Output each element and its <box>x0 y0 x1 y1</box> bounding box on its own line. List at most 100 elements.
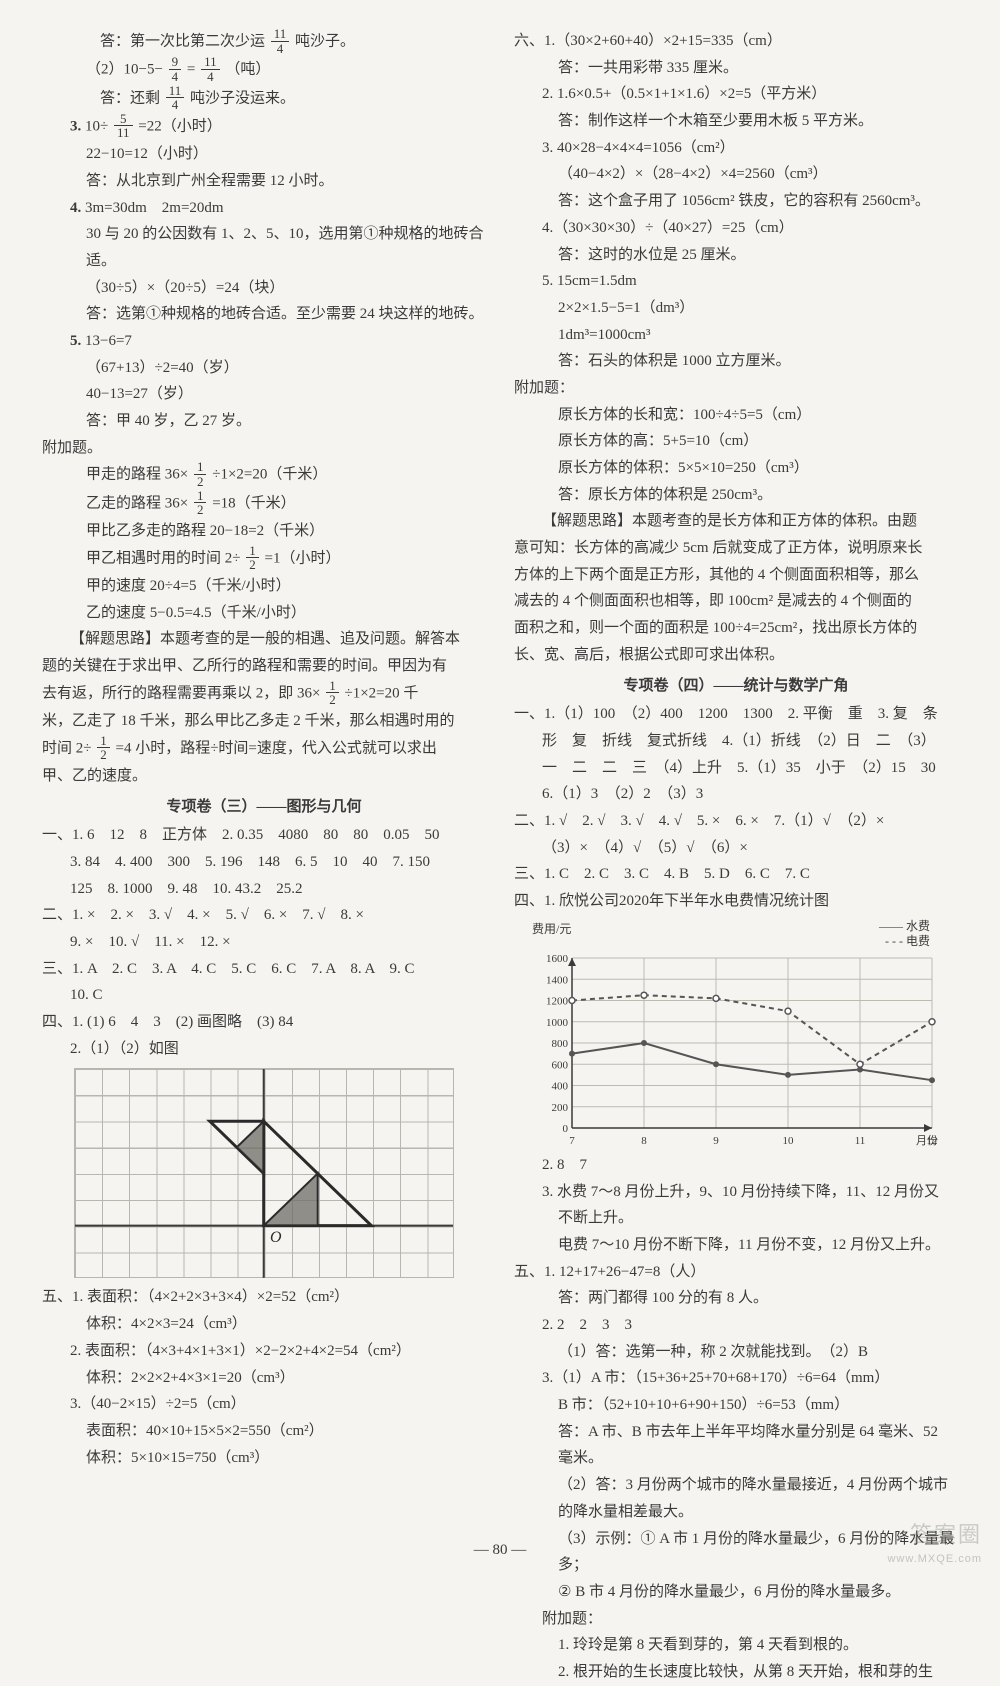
line: 答：这个盒子用了 1056cm² 铁皮，它的容积有 2560cm³。 <box>514 188 958 215</box>
origin-label: O <box>270 1230 282 1247</box>
svg-text:1600: 1600 <box>546 953 569 965</box>
line: 1. 玲玲是第 8 天看到芽的，第 4 天看到根的。 <box>514 1632 958 1659</box>
page-number: — 80 — <box>0 1542 1000 1559</box>
line: 22−10=12（小时） <box>42 141 486 168</box>
line: 甲走的路程 36× 12 ÷1×2=20（千米） <box>42 461 486 489</box>
line: 3. 水费 7～8 月份上升，9、10 月份持续下降，11、12 月份又 <box>514 1179 958 1206</box>
watermark: 答案圈 <box>910 1517 982 1549</box>
line: 30 与 20 的公因数有 1、2、5、10，选用第①种规格的地砖合适。 <box>42 221 486 274</box>
line: 一 二 二 三 （4）上升 5.（1）35 小于 （2）15 30 <box>514 755 958 782</box>
line: 4. 3m=30dm 2m=20dm <box>42 195 486 222</box>
line: 甲比乙多走的路程 20−18=2（千米） <box>42 518 486 545</box>
svg-text:0: 0 <box>563 1123 569 1135</box>
line: 3. 84 4. 400 300 5. 196 148 6. 5 10 40 7… <box>42 849 486 876</box>
line: 3.（1）A 市：（15+36+25+70+68+170）÷6=64（mm） <box>514 1365 958 1392</box>
line: 【解题思路】本题考查的是一般的相遇、追及问题。解答本 <box>42 626 486 653</box>
line: 3. 40×28−4×4×4=1056（cm²） <box>514 135 958 162</box>
line: 【解题思路】本题考查的是长方体和正方体的体积。由题 <box>514 508 958 535</box>
line: 答：第一次比第二次少运 114 吨沙子。 <box>42 28 486 56</box>
svg-text:400: 400 <box>552 1080 569 1092</box>
line: （1）答：选第一种，称 2 次就能找到。 （2）B <box>514 1339 958 1366</box>
svg-text:9: 9 <box>713 1135 719 1147</box>
line: 3.（40−2×15）÷2=5（cm） <box>42 1391 486 1418</box>
line: 答：两门都得 100 分的有 8 人。 <box>514 1285 958 1312</box>
line: 5. 15cm=1.5dm <box>514 268 958 295</box>
line: ② B 市 4 月份的降水量最少，6 月份的降水量最多。 <box>514 1579 958 1606</box>
svg-text:10: 10 <box>783 1135 795 1147</box>
svg-text:1000: 1000 <box>546 1017 569 1029</box>
right-column: 六、1.（30×2+60+40）×2+15=335（cm） 答：一共用彩带 33… <box>514 28 958 1527</box>
line: 6.（1）3 （2）2 （3）3 <box>514 781 958 808</box>
svg-text:600: 600 <box>552 1059 569 1071</box>
line: 毫米。 <box>514 1445 958 1472</box>
line: 五、1. 12+17+26−47=8（人） <box>514 1259 958 1286</box>
left-column: 答：第一次比第二次少运 114 吨沙子。 （2）10−5− 94 = 114 （… <box>42 28 486 1527</box>
line: 体积：5×10×15=750（cm³） <box>42 1445 486 1472</box>
line: 形 复 折线 复式折线 4.（1）折线 （2）日 二 （3） <box>514 728 958 755</box>
line: 二、1. × 2. × 3. √ 4. × 5. √ 6. × 7. √ 8. … <box>42 902 486 929</box>
line: 答：A 市、B 市去年上半年平均降水量分别是 64 毫米、52 <box>514 1419 958 1446</box>
line: 40−13=27（岁） <box>42 381 486 408</box>
svg-text:7: 7 <box>569 1135 575 1147</box>
line: 体积：4×2×3=24（cm³） <box>42 1311 486 1338</box>
svg-text:200: 200 <box>552 1102 569 1114</box>
line: 附加题： <box>514 1606 958 1633</box>
line: 甲的速度 20÷4=5（千米/小时） <box>42 573 486 600</box>
line: （3）× （4）√ （5）√ （6）× <box>514 835 958 862</box>
line: 减去的 4 个侧面面积也相等，即 100cm² 是减去的 4 个侧面的 <box>514 588 958 615</box>
line: 的降水量相差最大。 <box>514 1499 958 1526</box>
grid-figure: O <box>74 1068 454 1278</box>
line: 五、1. 表面积：（4×2+2×3+3×4）×2=52（cm²） <box>42 1284 486 1311</box>
line: B 市：（52+10+10+6+90+150）÷6=53（mm） <box>514 1392 958 1419</box>
line: 三、1. A 2. C 3. A 4. C 5. C 6. C 7. A 8. … <box>42 956 486 983</box>
line: 去有返，所行的路程需要再乘以 2，即 36× 12 ÷1×2=20 千 <box>42 680 486 708</box>
line: 4.（30×30×30）÷（40×27）=25（cm） <box>514 215 958 242</box>
line: 2. 根开始的生长速度比较快，从第 8 天开始，根和芽的生 <box>514 1659 958 1686</box>
line: 附加题： <box>514 375 958 402</box>
line: 不断上升。 <box>514 1205 958 1232</box>
line: 125 8. 1000 9. 48 10. 43.2 25.2 <box>42 876 486 903</box>
line: 答：甲 40 岁，乙 27 岁。 <box>42 408 486 435</box>
line: （2）10−5− 94 = 114 （吨） <box>42 56 486 84</box>
line: 六、1.（30×2+60+40）×2+15=335（cm） <box>514 28 958 55</box>
line: 乙走的路程 36× 12 =18（千米） <box>42 490 486 518</box>
line: 乙的速度 5−0.5=4.5（千米/小时） <box>42 600 486 627</box>
line: 1dm³=1000cm³ <box>514 322 958 349</box>
line: 四、1. (1) 6 4 3 (2) 画图略 (3) 84 <box>42 1009 486 1036</box>
svg-text:8: 8 <box>641 1135 647 1147</box>
line: 3. 10÷ 511 =22（小时） <box>42 113 486 141</box>
line: 答：这时的水位是 25 厘米。 <box>514 242 958 269</box>
line: 2. 1.6×0.5+（0.5×1+1×1.6）×2=5（平方米） <box>514 81 958 108</box>
svg-text:800: 800 <box>552 1038 569 1050</box>
line: 2×2×1.5−5=1（dm³） <box>514 295 958 322</box>
line: 附加题。 <box>42 435 486 462</box>
line: 10. C <box>42 982 486 1009</box>
svg-text:1400: 1400 <box>546 974 569 986</box>
line: 四、1. 欣悦公司2020年下半年水电费情况统计图 <box>514 888 958 915</box>
line-chart: 费用/元 —— 水费 - - - 电费 02004006008001000120… <box>532 919 942 1150</box>
line: 长、宽、高后，根据公式即可求出体积。 <box>514 642 958 669</box>
chart-y-label: 费用/元 <box>532 919 571 950</box>
line: 一、1. 6 12 8 正方体 2. 0.35 4080 80 80 0.05 … <box>42 822 486 849</box>
line: 2.（1）（2）如图 <box>42 1036 486 1063</box>
line: 9. × 10. √ 11. × 12. × <box>42 929 486 956</box>
line: 二、1. √ 2. √ 3. √ 4. √ 5. × 6. × 7.（1）√ （… <box>514 808 958 835</box>
line: 时间 2÷ 12 =4 小时，路程÷时间=速度，代入公式就可以求出 <box>42 735 486 763</box>
line: 答：选第①种规格的地砖合适。至少需要 24 块这样的地砖。 <box>42 301 486 328</box>
line: 答：从北京到广州全程需要 12 小时。 <box>42 168 486 195</box>
line: （2）答：3 月份两个城市的降水量最接近，4 月份两个城市 <box>514 1472 958 1499</box>
line: 题的关键在于求出甲、乙所行的路程和需要的时间。甲因为有 <box>42 653 486 680</box>
line: 体积：2×2×2+4×3×1=20（cm³） <box>42 1365 486 1392</box>
svg-text:月份: 月份 <box>916 1134 938 1147</box>
line: （40−4×2）×（28−4×2）×4=2560（cm³） <box>514 161 958 188</box>
line: 甲乙相遇时用的时间 2÷ 12 =1（小时） <box>42 545 486 573</box>
section-title: 专项卷（三）——图形与几何 <box>42 794 486 821</box>
svg-text:11: 11 <box>855 1135 866 1147</box>
line: 方体的上下两个面是正方形，其他的 4 个侧面面积相等，那么 <box>514 562 958 589</box>
line: 答：还剩 114 吨沙子没运来。 <box>42 85 486 113</box>
line: 意可知：长方体的高减少 5cm 后就变成了正方体，说明原来长 <box>514 535 958 562</box>
line: 表面积：40×10+15×5×2=550（cm²） <box>42 1418 486 1445</box>
line: （67+13）÷2=40（岁） <box>42 355 486 382</box>
line: 答：制作这样一个木箱至少要用木板 5 平方米。 <box>514 108 958 135</box>
line: 米，乙走了 18 千米，那么甲比乙多走 2 千米，那么相遇时用的 <box>42 708 486 735</box>
